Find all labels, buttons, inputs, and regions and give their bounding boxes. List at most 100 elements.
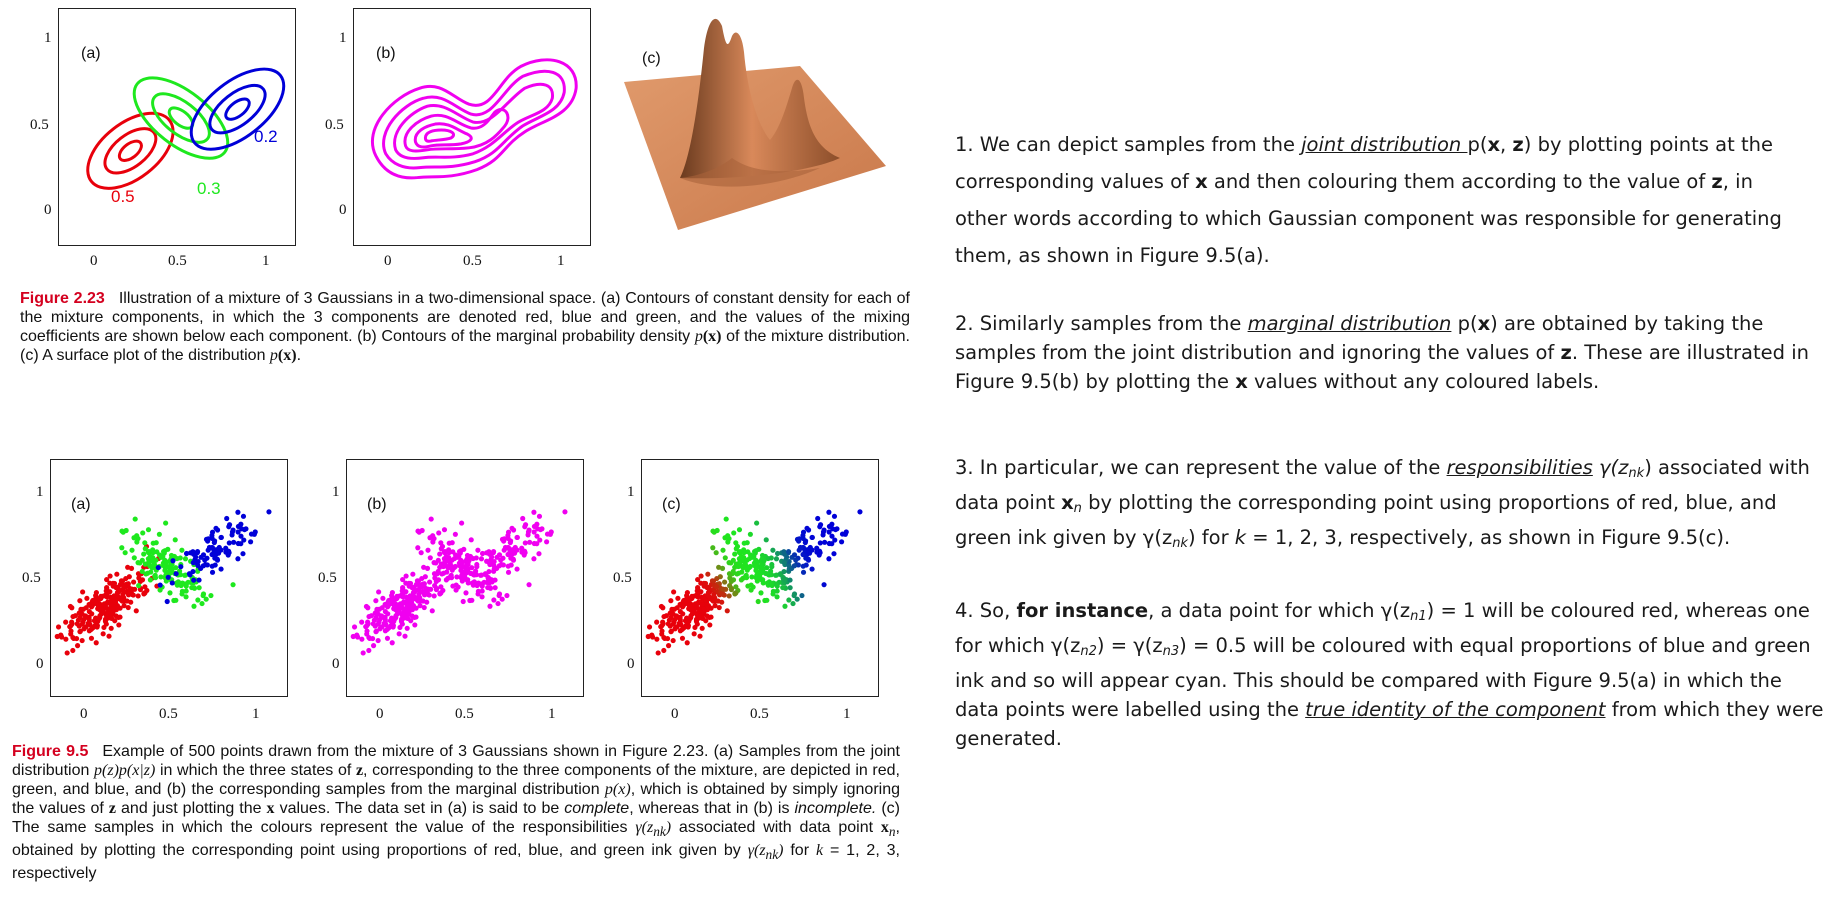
data-point	[521, 552, 527, 558]
marginal-contour	[413, 122, 473, 149]
plot-a-label: (a)	[81, 45, 101, 62]
data-point	[400, 594, 406, 600]
data-point	[791, 552, 798, 558]
math: (x)	[277, 347, 297, 364]
note-text: 1. We can depict samples from the	[955, 133, 1302, 156]
data-point	[417, 603, 423, 609]
data-point	[478, 556, 485, 562]
x-tick: 0.5	[455, 706, 474, 722]
x-tick: 0	[376, 706, 384, 722]
data-point	[183, 550, 190, 557]
x-tick: 0	[671, 706, 679, 722]
note-bold: x	[1487, 133, 1501, 156]
data-point	[534, 521, 540, 527]
data-point	[92, 622, 98, 628]
data-point	[791, 592, 797, 599]
note-sub: n1	[1410, 609, 1427, 624]
data-point	[720, 586, 726, 592]
data-point	[425, 586, 431, 592]
green-contour	[151, 92, 211, 144]
data-point	[712, 603, 718, 609]
data-point	[384, 635, 391, 641]
data-point	[671, 606, 678, 612]
data-point	[531, 556, 537, 562]
data-point	[158, 574, 164, 580]
caption-text: associated with data point	[671, 819, 881, 836]
data-point	[118, 597, 124, 603]
math: n	[888, 824, 896, 840]
caption-text: , corresponding to the three components …	[12, 762, 901, 798]
data-point	[452, 531, 458, 537]
data-point	[148, 569, 154, 575]
data-point	[389, 600, 395, 607]
data-point	[782, 577, 788, 583]
data-point	[135, 571, 142, 577]
data-point	[751, 554, 757, 560]
data-point	[203, 596, 209, 602]
data-point	[646, 624, 653, 630]
data-point	[708, 614, 714, 620]
data-point	[773, 572, 779, 578]
data-point	[72, 613, 78, 619]
data-point	[419, 584, 425, 590]
y-tick: 1	[36, 484, 44, 500]
data-point	[443, 577, 449, 583]
data-point	[93, 640, 99, 646]
data-point	[479, 588, 485, 594]
plot-b-label: (b)	[376, 45, 396, 62]
data-point	[441, 527, 448, 533]
data-point	[523, 522, 529, 528]
data-point	[705, 589, 712, 596]
data-point	[209, 569, 216, 575]
data-point	[80, 606, 87, 612]
data-point	[404, 625, 410, 631]
data-point	[491, 597, 497, 603]
data-point	[773, 581, 779, 587]
note-text: 4. So,	[955, 599, 1017, 622]
data-point	[172, 537, 178, 543]
data-point	[359, 636, 365, 642]
data-point	[100, 631, 106, 637]
note-text: . These are illustrated in Figure 9.5(b)…	[955, 341, 1809, 393]
figure-9-5-caption: Figure 9.5 Example of 500 points drawn fr…	[12, 742, 900, 883]
data-point	[413, 614, 419, 620]
data-point	[152, 575, 159, 581]
data-point	[818, 522, 824, 528]
data-point	[780, 584, 786, 591]
data-point	[748, 582, 754, 588]
data-point	[791, 563, 797, 569]
data-point	[207, 545, 213, 551]
data-point	[396, 631, 402, 637]
data-point	[70, 647, 76, 654]
data-point	[415, 528, 421, 534]
data-point	[684, 600, 690, 607]
data-point	[226, 540, 232, 546]
data-point	[365, 621, 371, 627]
data-point	[534, 541, 540, 547]
data-point	[235, 529, 241, 535]
data-point	[173, 597, 179, 603]
data-point	[781, 568, 787, 575]
data-point	[74, 621, 80, 627]
note-text: 3. In particular, we can represent the v…	[955, 456, 1447, 479]
data-point	[804, 525, 810, 531]
data-point	[821, 582, 827, 588]
caption-text: .	[296, 347, 302, 364]
plot-b-label: (b)	[367, 496, 387, 513]
data-point	[113, 613, 119, 619]
math: z	[108, 800, 117, 817]
data-point	[826, 529, 832, 535]
data-point	[686, 618, 692, 624]
data-point	[537, 537, 543, 543]
data-point	[743, 575, 750, 581]
data-point	[431, 571, 438, 577]
data-point	[160, 554, 166, 560]
data-point	[194, 549, 201, 555]
y-tick: 0	[627, 656, 635, 672]
data-point	[733, 584, 739, 590]
data-point	[376, 606, 383, 612]
data-point	[64, 650, 70, 656]
data-point	[796, 538, 802, 544]
data-point	[195, 597, 201, 603]
figure-label: Figure 2.23	[20, 290, 105, 307]
